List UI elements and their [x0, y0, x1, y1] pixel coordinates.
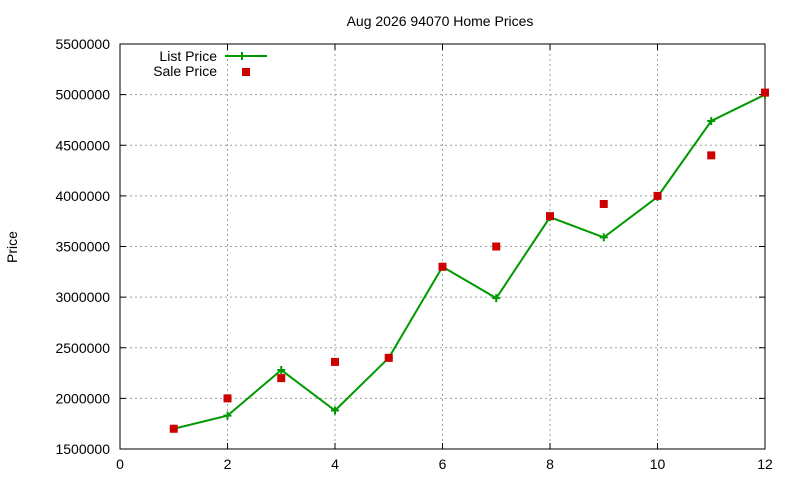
list-price-point — [599, 233, 608, 242]
y-tick-label: 2000000 — [55, 390, 110, 406]
list-price-point — [331, 406, 339, 415]
y-tick-label: 5500000 — [55, 36, 110, 52]
axis-ticks: 0 2 4 6 8 10 12 1500000 2000000 2500000 3000000 350… — [55, 36, 773, 472]
list-price-point — [223, 411, 232, 420]
sale-price-point — [384, 353, 393, 362]
y-tick-label: 1500000 — [55, 441, 110, 457]
chart-title: Aug 2026 94070 Home Prices — [347, 13, 534, 29]
y-tick-label: 3500000 — [55, 239, 110, 255]
list-price-point — [277, 366, 286, 375]
grid-lines — [120, 44, 765, 449]
legend: List Price Sale Price — [153, 48, 267, 79]
sale-price-point — [169, 424, 178, 433]
x-tick-label: 2 — [224, 456, 232, 472]
y-axis-label: Price — [4, 231, 20, 263]
sale-price-point — [331, 357, 339, 366]
list-price-line — [173, 93, 766, 430]
y-tick-label: 3000000 — [55, 289, 110, 305]
sale-price-point — [653, 191, 662, 200]
x-tick-label: 8 — [546, 456, 554, 472]
list-price-point — [707, 116, 716, 125]
sale-price-point — [223, 394, 232, 403]
series-layer — [169, 88, 769, 433]
y-tick-label: 2500000 — [55, 340, 110, 356]
y-tick-label: 4000000 — [55, 188, 110, 204]
sale-price-point — [277, 374, 286, 383]
legend-label-list-price: List Price — [159, 48, 217, 64]
list-price-point — [492, 294, 501, 303]
sale-price-point — [492, 242, 501, 251]
y-tick-label: 4500000 — [55, 137, 110, 153]
x-tick-label: 12 — [757, 456, 773, 472]
legend-marker-list-price — [238, 52, 246, 60]
sale-price-point — [546, 212, 554, 221]
x-tick-label: 10 — [650, 456, 666, 472]
sale-price-point — [761, 88, 769, 97]
y-tick-label: 5000000 — [55, 87, 110, 103]
sale-price-point — [599, 199, 608, 208]
x-tick-label: 0 — [116, 456, 124, 472]
sale-price-point — [438, 262, 447, 271]
legend-marker-sale-price — [242, 68, 250, 76]
sale-price-point — [707, 151, 716, 160]
x-tick-label: 6 — [439, 456, 447, 472]
legend-label-sale-price: Sale Price — [153, 63, 217, 79]
x-tick-label: 4 — [331, 456, 339, 472]
